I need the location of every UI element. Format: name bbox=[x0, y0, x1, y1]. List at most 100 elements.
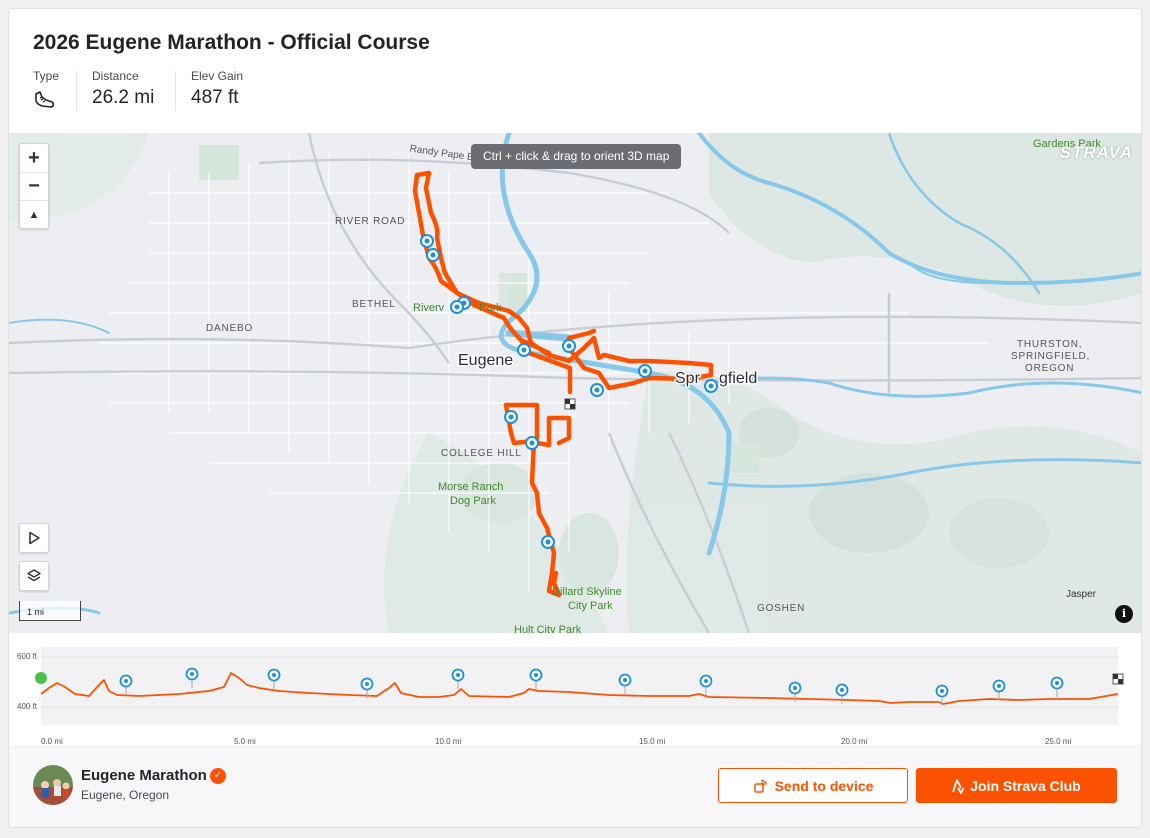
play-icon bbox=[29, 531, 40, 545]
route-header: 2026 Eugene Marathon - Official Course T… bbox=[9, 9, 1141, 133]
strava-chevron-icon bbox=[952, 778, 965, 794]
send-to-device-button[interactable]: Send to device bbox=[718, 768, 908, 803]
aid-station-icon bbox=[119, 674, 133, 695]
y-tick-400: 400 ft bbox=[17, 702, 38, 711]
map-info-button[interactable]: i bbox=[1115, 605, 1133, 623]
x-tick-15: 15.0 mi bbox=[639, 737, 665, 745]
aid-station-icon bbox=[267, 668, 281, 689]
club-avatar[interactable] bbox=[33, 765, 73, 805]
send-to-device-label: Send to device bbox=[774, 777, 874, 794]
compass-icon: ▲ bbox=[28, 208, 40, 221]
aid-station-icon bbox=[704, 379, 718, 393]
label-eugene: Eugene bbox=[458, 352, 513, 369]
x-tick-10: 10.0 mi bbox=[435, 737, 461, 745]
label-springfield-a: Spr bbox=[675, 370, 701, 387]
route-path bbox=[412, 170, 714, 598]
elevation-line bbox=[40, 672, 1119, 705]
aid-station-icon bbox=[1050, 676, 1064, 697]
aid-station-icon bbox=[788, 681, 802, 702]
stat-distance: Distance 26.2 mi bbox=[92, 69, 154, 113]
label-riverview-park-end: Park bbox=[479, 302, 502, 314]
aid-station-icon bbox=[935, 684, 949, 705]
aid-station-icon bbox=[590, 383, 604, 397]
aid-station-icon bbox=[185, 667, 199, 688]
aid-station-icon bbox=[426, 248, 440, 262]
x-tick-20: 20.0 mi bbox=[841, 737, 867, 745]
label-springfield-b: gfield bbox=[719, 370, 757, 387]
layers-icon bbox=[27, 569, 41, 582]
stat-divider bbox=[175, 71, 176, 111]
route-map[interactable]: Randy Pape Beltline RIVER ROAD BETHEL DA… bbox=[9, 133, 1142, 633]
aid-station-icon bbox=[451, 668, 465, 689]
running-shoe-icon bbox=[33, 89, 59, 116]
label-gardens-park: Gardens Park bbox=[1033, 138, 1101, 150]
label-thurston-1: THURSTON, bbox=[1017, 339, 1082, 350]
x-tick-25: 25.0 mi bbox=[1045, 737, 1071, 745]
aid-station-icon bbox=[525, 436, 539, 450]
start-marker bbox=[35, 672, 47, 684]
map-layers-button[interactable] bbox=[20, 562, 48, 590]
label-riverview-park: Riverv bbox=[413, 302, 445, 314]
aid-station-icon bbox=[618, 673, 632, 694]
elevation-chart[interactable]: 600 ft 400 ft bbox=[9, 633, 1142, 746]
aid-station-icon bbox=[699, 674, 713, 695]
label-dillard-1: Dillard Skyline bbox=[552, 586, 622, 598]
map-orient-tooltip: Ctrl + click & drag to orient 3D map bbox=[471, 144, 682, 169]
join-club-label: Join Strava Club bbox=[970, 777, 1081, 794]
label-river-road: RIVER ROAD bbox=[335, 216, 405, 227]
label-goshen: GOSHEN bbox=[757, 603, 805, 614]
strava-logo: STRAVA bbox=[1059, 143, 1133, 162]
terrain-shading bbox=[9, 133, 1141, 633]
stat-distance-label: Distance bbox=[92, 69, 139, 83]
elevation-aid-markers bbox=[119, 667, 1064, 705]
flyover-control bbox=[19, 523, 49, 553]
zoom-out-button[interactable]: − bbox=[20, 172, 48, 200]
stat-elev-gain: Elev Gain 487 ft bbox=[191, 69, 243, 113]
label-dillard-2: City Park bbox=[568, 600, 613, 612]
label-thurston-2: SPRINGFIELD, bbox=[1011, 351, 1090, 362]
finish-flag-icon bbox=[1112, 673, 1124, 685]
join-club-button[interactable]: Join Strava Club bbox=[916, 768, 1117, 803]
stat-elev-value: 487 ft bbox=[191, 87, 239, 108]
stat-divider bbox=[76, 71, 77, 111]
zoom-controls: + − ▲ bbox=[19, 143, 49, 229]
stat-distance-value: 26.2 mi bbox=[92, 87, 155, 108]
route-card: 2026 Eugene Marathon - Official Course T… bbox=[8, 8, 1142, 828]
layers-control bbox=[19, 561, 49, 591]
send-device-icon bbox=[753, 779, 767, 793]
label-hult: Hult City Park bbox=[514, 624, 582, 633]
aid-station-icon bbox=[360, 677, 374, 698]
finish-flag-icon bbox=[564, 398, 576, 410]
label-thurston-3: OREGON bbox=[1025, 363, 1074, 374]
aid-station-markers bbox=[420, 234, 718, 549]
club-location: Eugene, Oregon bbox=[81, 788, 170, 802]
aid-station-icon bbox=[517, 343, 531, 357]
verified-badge-icon: ✓ bbox=[210, 768, 226, 784]
map-scale-bar: 1 mi bbox=[19, 601, 81, 621]
route-title: 2026 Eugene Marathon - Official Course bbox=[33, 31, 430, 54]
stat-type: Type bbox=[33, 69, 59, 113]
elevation-profile[interactable]: 600 ft 400 ft bbox=[9, 633, 1142, 746]
aid-station-icon bbox=[529, 668, 543, 689]
play-flyover-button[interactable] bbox=[20, 524, 48, 552]
map-canvas[interactable]: Randy Pape Beltline RIVER ROAD BETHEL DA… bbox=[9, 133, 1142, 633]
aid-station-icon bbox=[420, 234, 434, 248]
label-jasper: Jasper bbox=[1066, 589, 1097, 600]
stat-elev-label: Elev Gain bbox=[191, 69, 244, 83]
aid-station-icon bbox=[450, 300, 464, 314]
x-tick-5: 5.0 mi bbox=[234, 737, 256, 745]
elevation-plot-area bbox=[41, 647, 1118, 725]
y-tick-600: 600 ft bbox=[17, 652, 38, 661]
zoom-in-button[interactable]: + bbox=[28, 146, 40, 169]
label-danebo: DANEBO bbox=[206, 323, 253, 334]
compass-button[interactable]: ▲ bbox=[20, 200, 48, 228]
aid-station-icon bbox=[504, 410, 518, 424]
label-morse-ranch-1: Morse Ranch bbox=[438, 481, 503, 493]
aid-station-icon bbox=[562, 339, 576, 353]
aid-station-icon bbox=[835, 683, 849, 704]
club-footer: Eugene Marathon ✓ Eugene, Oregon Send to… bbox=[9, 745, 1141, 827]
aid-station-icon bbox=[638, 364, 652, 378]
label-college-hill: COLLEGE HILL bbox=[441, 448, 522, 459]
club-name[interactable]: Eugene Marathon bbox=[81, 767, 207, 784]
stat-type-label: Type bbox=[33, 69, 60, 83]
